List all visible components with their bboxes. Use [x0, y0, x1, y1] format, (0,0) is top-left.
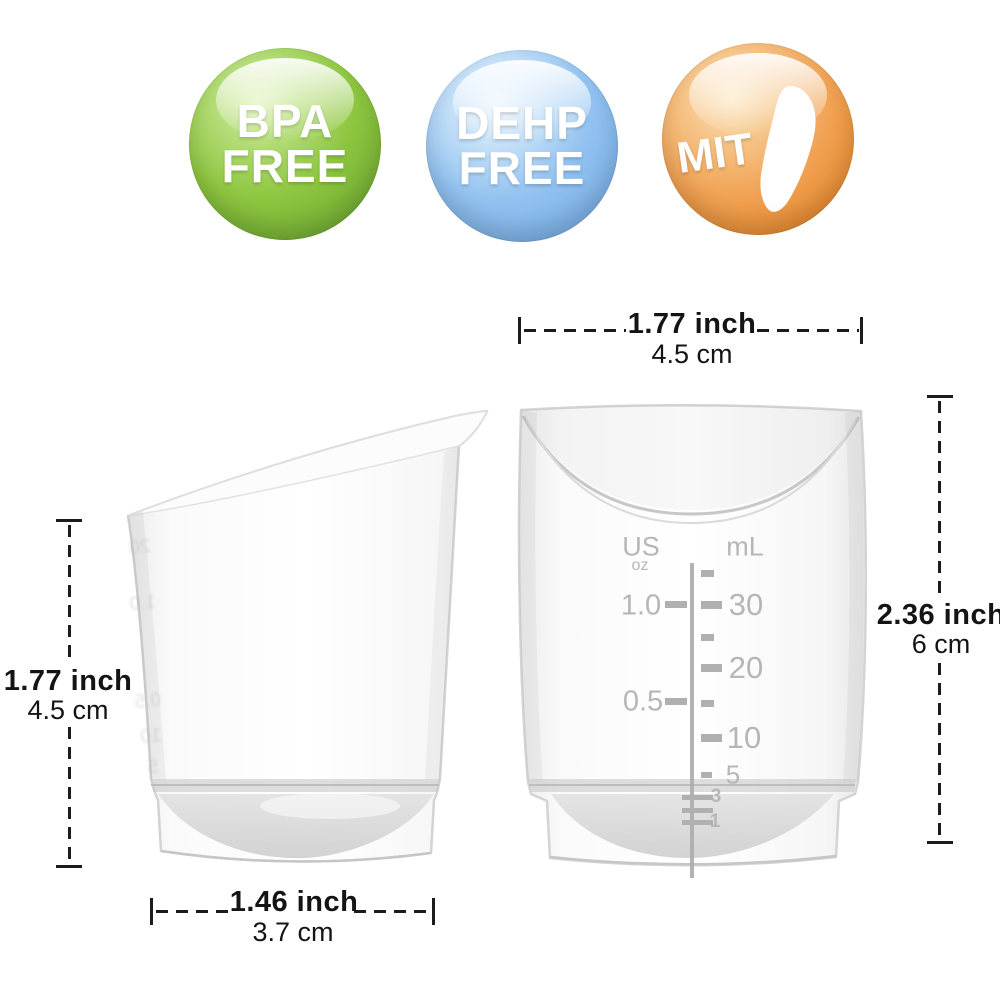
dimension-dash-line: [938, 663, 941, 839]
scale-tick-minor: [701, 570, 714, 577]
scale-label-oz-0.5: 0.5: [622, 685, 664, 718]
scale-label-ml-10: 10: [726, 720, 762, 755]
scale-tick-oz-1.0: [665, 601, 687, 608]
scale-center-line: [690, 563, 694, 878]
scale-label-ml-5: 5: [725, 759, 741, 790]
scale-tick-ml-5: [701, 772, 712, 778]
scale-tick-ml-2: [682, 808, 713, 813]
scale-tick-ml-3: [682, 795, 713, 800]
dimension-dash-line: [68, 525, 71, 660]
ghost-label: 10: [139, 724, 163, 749]
dimension-right-height-inches: 2.36 inch: [876, 599, 1000, 631]
dimension-end-tick: [518, 317, 521, 344]
scale-tick-minor: [701, 634, 714, 641]
ghost-label: 0.5: [133, 689, 163, 714]
dimension-end-tick: [56, 865, 82, 868]
badge-dehp-free: DEHP FREE: [426, 50, 618, 242]
scale-tick-ml-30: [701, 601, 722, 609]
scale-tick-ml-10: [701, 734, 722, 742]
dimension-dash-line: [68, 727, 71, 863]
dimension-dash-line: [938, 401, 941, 593]
scale-header-ml: mL: [726, 531, 764, 562]
scale-tick-minor: [701, 700, 714, 707]
badge-mit: MIT: [662, 43, 854, 235]
scale-label-oz-1.0: 1.0: [620, 589, 662, 622]
scale-label-ml-3: 3: [710, 786, 722, 807]
scale-tick-ml-20: [701, 664, 722, 672]
dimension-left-height-metric: 4.5 cm: [27, 695, 109, 725]
dimension-right-height-metric: 6 cm: [911, 629, 971, 659]
scale-header-us: US: [622, 531, 660, 562]
dimension-end-tick: [56, 519, 82, 522]
dimension-bottom-width-metric: 3.7 cm: [252, 917, 334, 947]
scale-header-oz: oz: [631, 557, 649, 574]
dimension-end-tick: [150, 898, 153, 925]
dimension-dash-line: [757, 329, 859, 332]
badge-bpa-free: BPA FREE: [189, 48, 381, 240]
left-cup: [126, 409, 489, 863]
scale-label-ml-30: 30: [728, 587, 764, 622]
scale-tick-ml-1: [682, 820, 713, 825]
dimension-dash-line: [524, 329, 626, 332]
scale-tick-oz-0.5: [665, 698, 687, 705]
ghost-label: 20: [128, 535, 152, 560]
dimension-end-tick: [927, 841, 953, 844]
dimension-top-width-inches: 1.77 inch: [627, 308, 757, 340]
dimension-dash-line: [354, 910, 430, 913]
scale-label-ml-20: 20: [728, 650, 764, 685]
dimension-end-tick: [927, 395, 953, 398]
dimension-end-tick: [432, 898, 435, 925]
ghost-label: 5: [146, 756, 160, 779]
scale-label-ml-1: 1: [709, 811, 721, 832]
dimension-bottom-width-inches: 1.46 inch: [229, 886, 359, 918]
dimension-top-width-metric: 4.5 cm: [651, 339, 733, 369]
dimension-dash-line: [156, 910, 230, 913]
dimension-end-tick: [860, 317, 863, 344]
dimension-left-height-inches: 1.77 inch: [3, 665, 133, 697]
ghost-label: 1.0: [128, 591, 158, 616]
